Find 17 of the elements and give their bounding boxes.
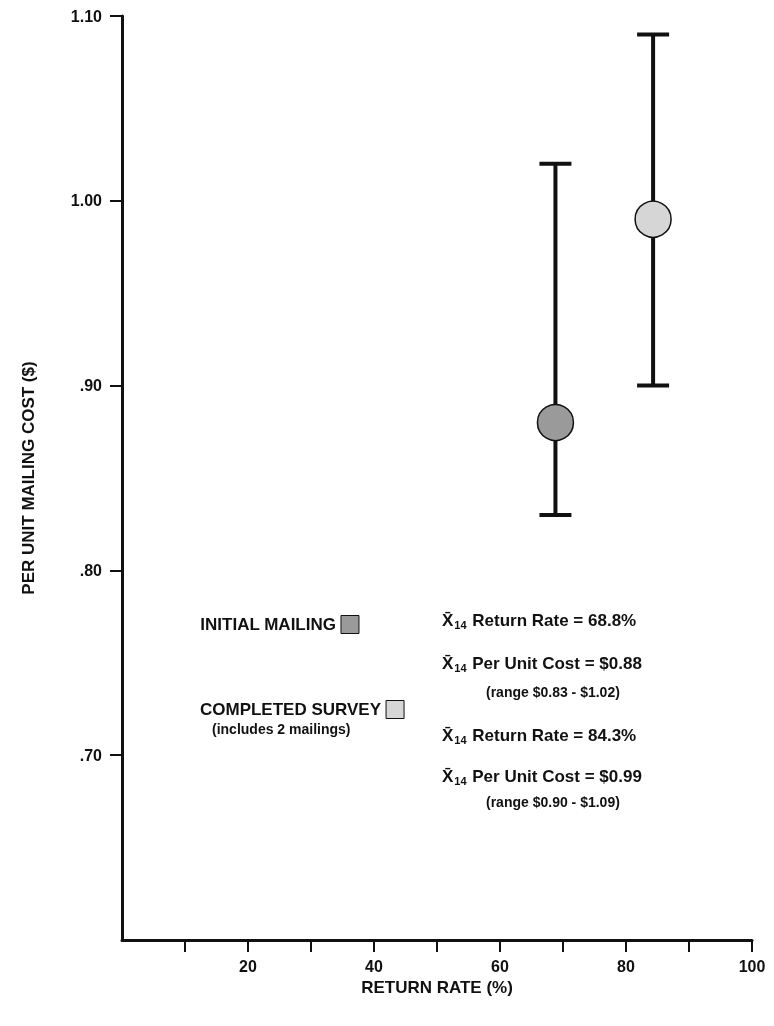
legend-label: COMPLETED SURVEY	[199, 700, 382, 719]
annotation: (range $0.83 - $1.02)	[486, 684, 620, 700]
y-tick-label: 1.00	[70, 192, 103, 210]
x-axis-title: RETURN RATE (%)	[361, 977, 513, 997]
y-axis-title: PER UNIT MAILING COST ($)	[19, 361, 38, 595]
x-tick-label: 20	[239, 957, 257, 975]
y-tick-label: .80	[79, 561, 103, 579]
x-tick-label: 100	[738, 957, 766, 975]
y-tick-label: 1.10	[70, 7, 103, 25]
x-tick-label: 80	[617, 957, 635, 975]
annotation: (range $0.90 - $1.09)	[486, 794, 620, 810]
x-tick-label: 60	[491, 957, 509, 975]
annotation: (includes 2 mailings)	[212, 721, 351, 737]
x-tick-label: 40	[365, 957, 383, 975]
y-tick-label: .90	[79, 377, 103, 395]
y-tick-label: .70	[79, 746, 103, 764]
legend-label: INITIAL MAILING	[200, 615, 336, 634]
